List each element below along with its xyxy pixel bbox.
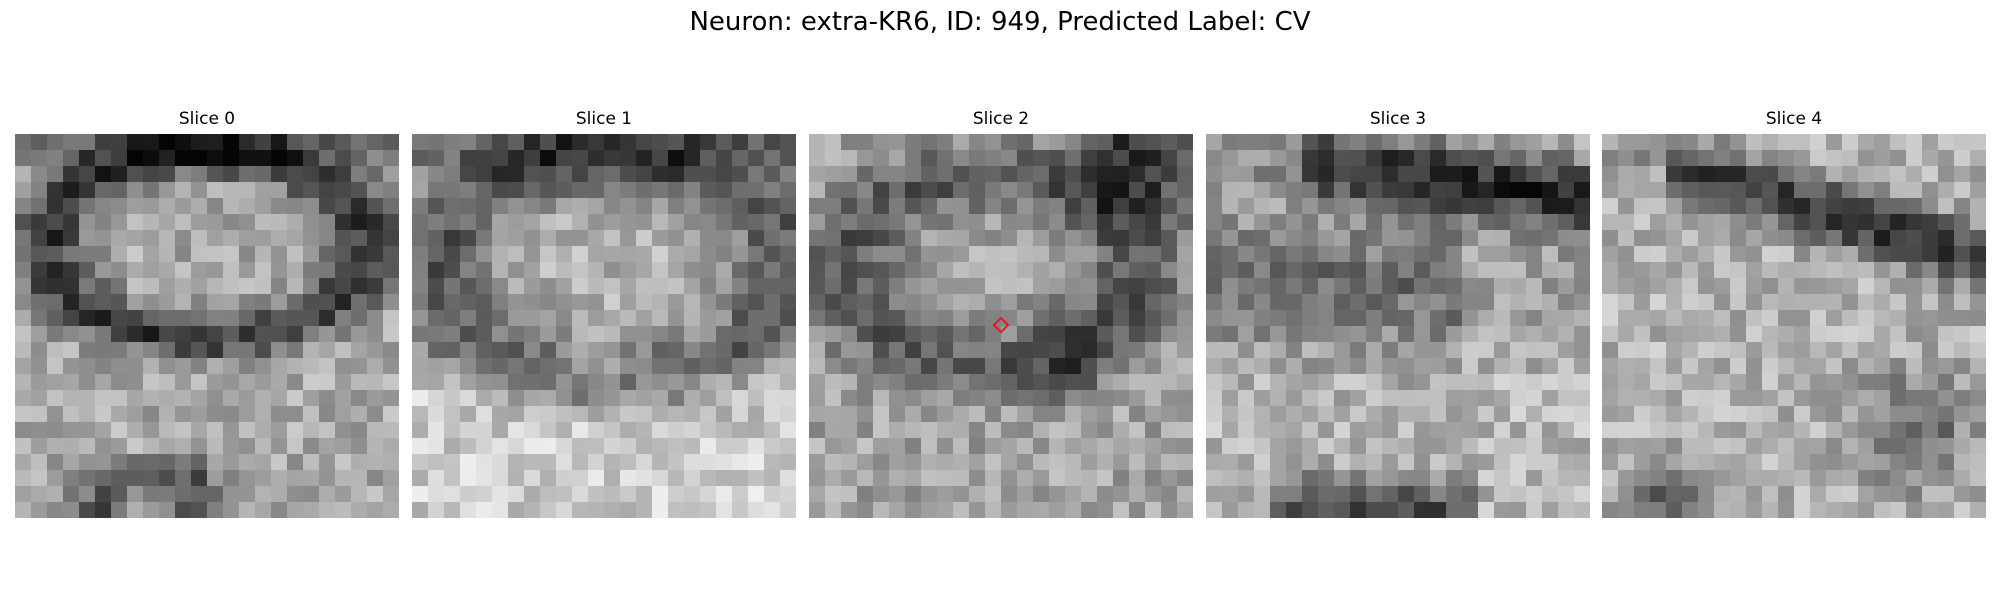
slice-image — [1206, 134, 1590, 518]
slice-title: Slice 1 — [575, 109, 633, 129]
slice-panel-1: Slice 1 — [412, 108, 796, 518]
slice-panel-0: Slice 0 — [15, 108, 399, 518]
slice-title: Slice 0 — [178, 109, 236, 129]
slice-image — [1602, 134, 1986, 518]
slice-panel-2: Slice 2 — [809, 108, 1193, 518]
slice-panel-4: Slice 4 — [1602, 108, 1986, 518]
slice-image — [412, 134, 796, 518]
figure-title: Neuron: extra-KR6, ID: 949, Predicted La… — [689, 7, 1311, 37]
slice-title: Slice 2 — [972, 109, 1030, 129]
slice-panel-3: Slice 3 — [1206, 108, 1590, 518]
slice-title: Slice 4 — [1765, 109, 1823, 129]
slice-title: Slice 3 — [1369, 109, 1427, 129]
slice-image — [809, 134, 1193, 518]
slice-image — [15, 134, 399, 518]
